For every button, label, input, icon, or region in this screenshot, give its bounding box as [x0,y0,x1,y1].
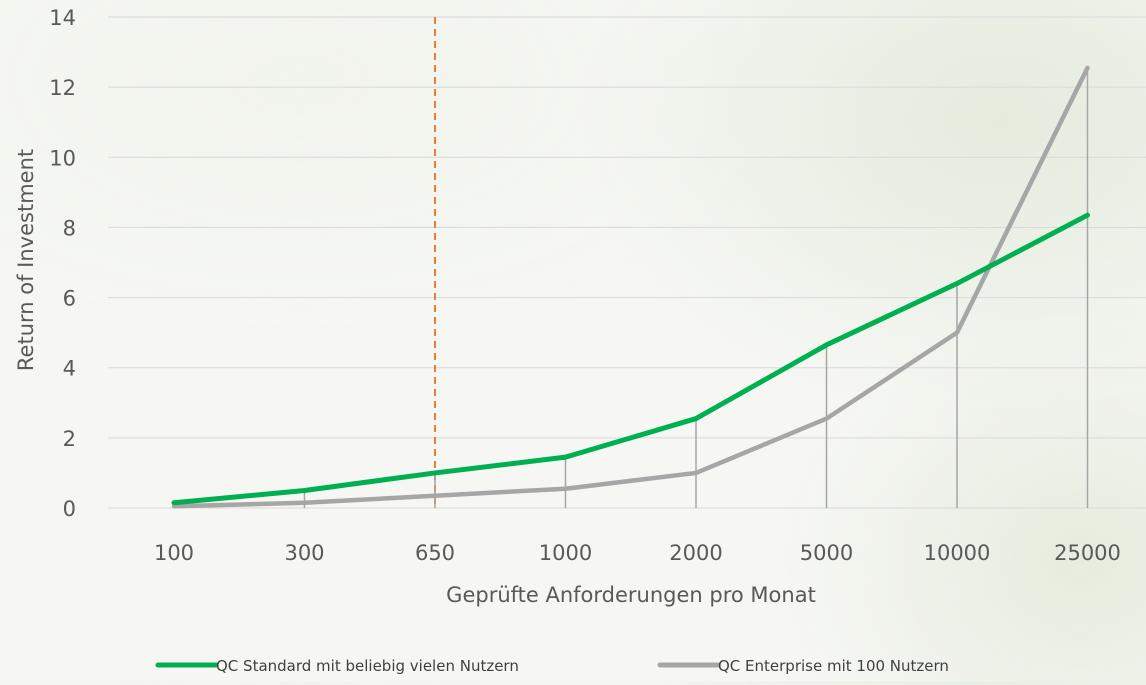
y-tick-label: 2 [63,427,76,451]
y-tick-label: 10 [49,146,76,170]
y-tick-label: 6 [63,287,76,311]
series-line-enterprise [171,65,1090,509]
legend: QC Standard mit beliebig vielen Nutzern … [155,657,949,675]
x-axis-ticks: 100 300 650 1000 2000 5000 10000 25000 [154,541,1121,565]
y-tick-label: 0 [63,497,76,521]
x-tick-label: 5000 [800,541,853,565]
x-tick-label: 100 [154,541,194,565]
x-tick-label: 2000 [669,541,722,565]
x-tick-label: 650 [415,541,455,565]
legend-label-enterprise: QC Enterprise mit 100 Nutzern [718,657,949,675]
x-tick-label: 10000 [924,541,991,565]
y-axis-title: Return of Investment [14,149,38,371]
x-tick-label: 300 [284,541,324,565]
x-axis-title: Geprüfte Anforderungen pro Monat [446,583,816,607]
series-lines [171,65,1090,509]
y-tick-label: 8 [63,216,76,240]
y-tick-label: 4 [63,357,76,381]
x-tick-label: 25000 [1054,541,1121,565]
y-tick-label: 12 [49,76,76,100]
drop-lines [173,67,1089,508]
series-line-standard [171,212,1090,506]
grid-lines [108,16,1146,509]
y-tick-label: 14 [49,6,76,30]
legend-label-standard: QC Standard mit beliebig vielen Nutzern [216,657,519,675]
y-axis-ticks: 0 2 4 6 8 10 12 14 [49,6,76,521]
x-tick-label: 1000 [539,541,592,565]
